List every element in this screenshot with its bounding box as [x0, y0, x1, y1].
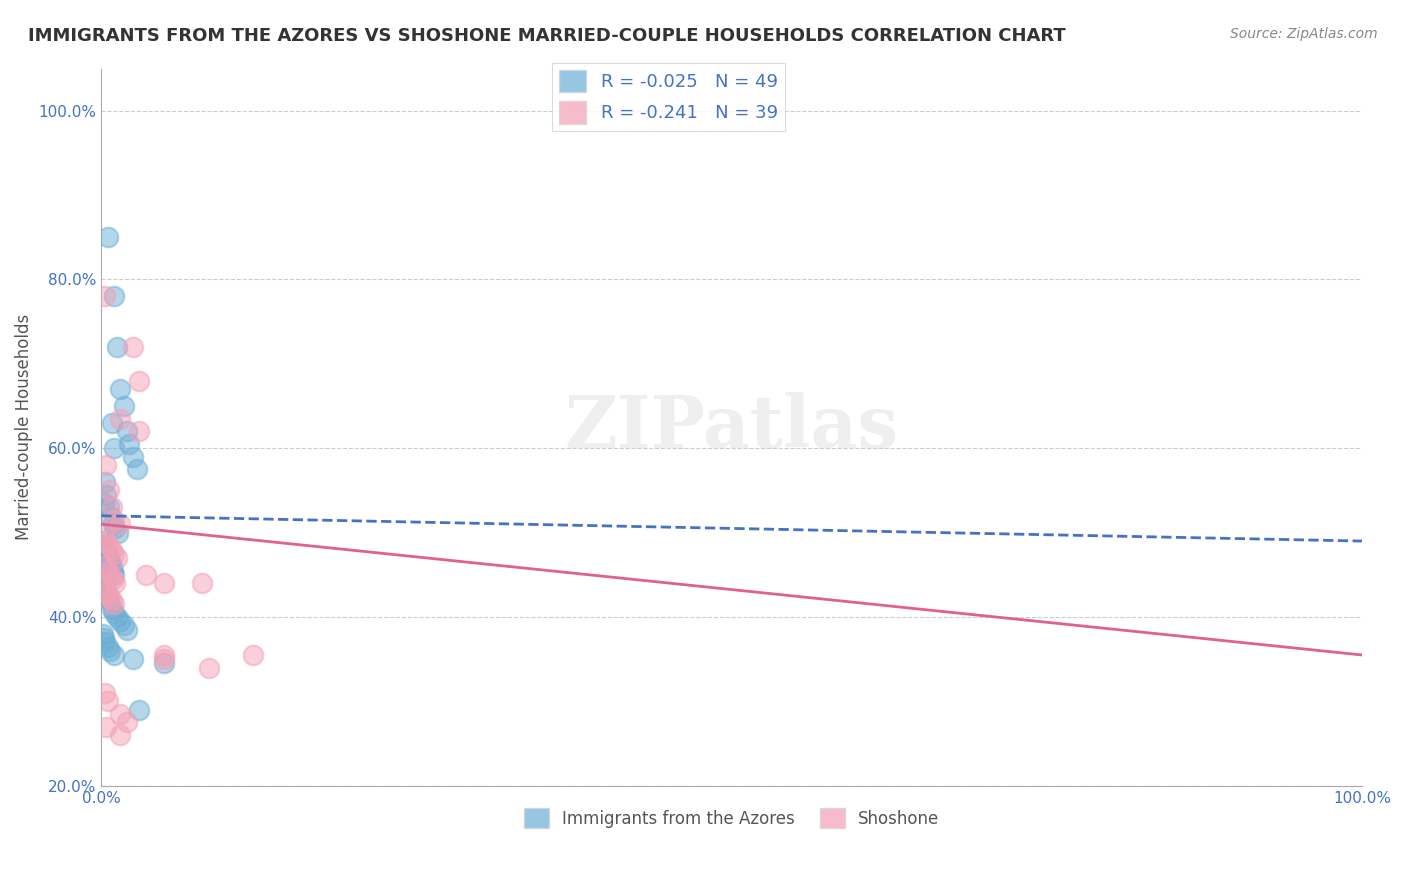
Point: [94, 581, 117, 595]
Point: [96, 458, 118, 472]
Point: [103, 289, 125, 303]
Point: [94, 289, 117, 303]
Point: [93, 576, 115, 591]
Point: [98, 589, 121, 603]
Point: [103, 598, 125, 612]
Point: [110, 614, 132, 628]
Point: [100, 559, 122, 574]
Point: [101, 564, 124, 578]
Point: [96, 720, 118, 734]
Point: [96, 488, 118, 502]
Point: [110, 728, 132, 742]
Point: [98, 555, 121, 569]
Point: [94, 635, 117, 649]
Point: [104, 576, 127, 591]
Point: [94, 475, 117, 489]
Point: [96, 584, 118, 599]
Text: ZIPatlas: ZIPatlas: [565, 392, 898, 463]
Point: [110, 517, 132, 532]
Point: [96, 534, 118, 549]
Text: Source: ZipAtlas.com: Source: ZipAtlas.com: [1230, 27, 1378, 41]
Point: [110, 382, 132, 396]
Point: [93, 581, 115, 595]
Point: [135, 567, 157, 582]
Point: [100, 601, 122, 615]
Point: [103, 648, 125, 662]
Point: [103, 567, 125, 582]
Point: [128, 425, 150, 439]
Point: [94, 559, 117, 574]
Point: [103, 513, 125, 527]
Point: [105, 340, 128, 354]
Point: [122, 340, 145, 354]
Point: [91, 534, 114, 549]
Point: [100, 500, 122, 515]
Point: [103, 442, 125, 456]
Point: [93, 538, 115, 552]
Legend: Immigrants from the Azores, Shoshone: Immigrants from the Azores, Shoshone: [517, 801, 946, 835]
Point: [110, 411, 132, 425]
Point: [91, 572, 114, 586]
Point: [118, 437, 141, 451]
Point: [101, 572, 124, 586]
Point: [97, 230, 120, 244]
Point: [110, 707, 132, 722]
Point: [97, 640, 120, 654]
Point: [98, 500, 121, 515]
Point: [97, 694, 120, 708]
Point: [94, 686, 117, 700]
Point: [98, 508, 121, 523]
Point: [93, 631, 115, 645]
Point: [98, 538, 121, 552]
Point: [115, 715, 138, 730]
Point: [93, 525, 115, 540]
Point: [105, 551, 128, 566]
Point: [101, 517, 124, 532]
Point: [97, 589, 120, 603]
Point: [125, 462, 148, 476]
Point: [153, 652, 176, 666]
Text: IMMIGRANTS FROM THE AZORES VS SHOSHONE MARRIED-COUPLE HOUSEHOLDS CORRELATION CHA: IMMIGRANTS FROM THE AZORES VS SHOSHONE M…: [28, 27, 1066, 45]
Point: [100, 593, 122, 607]
Y-axis label: Married-couple Households: Married-couple Households: [15, 314, 32, 541]
Point: [115, 623, 138, 637]
Point: [128, 374, 150, 388]
Point: [103, 547, 125, 561]
Point: [112, 618, 135, 632]
Point: [103, 606, 125, 620]
Point: [153, 576, 176, 591]
Point: [115, 425, 138, 439]
Point: [107, 525, 129, 540]
Point: [197, 660, 219, 674]
Point: [91, 627, 114, 641]
Point: [98, 551, 121, 566]
Point: [98, 644, 121, 658]
Point: [100, 416, 122, 430]
Point: [93, 496, 115, 510]
Point: [153, 657, 176, 671]
Point: [98, 567, 121, 582]
Point: [191, 576, 214, 591]
Point: [122, 652, 145, 666]
Point: [122, 450, 145, 464]
Point: [100, 542, 122, 557]
Point: [242, 648, 264, 662]
Point: [104, 521, 127, 535]
Point: [112, 399, 135, 413]
Point: [97, 564, 120, 578]
Point: [105, 610, 128, 624]
Point: [153, 648, 176, 662]
Point: [94, 542, 117, 557]
Point: [98, 593, 121, 607]
Point: [128, 703, 150, 717]
Point: [97, 547, 120, 561]
Point: [98, 483, 121, 498]
Point: [96, 584, 118, 599]
